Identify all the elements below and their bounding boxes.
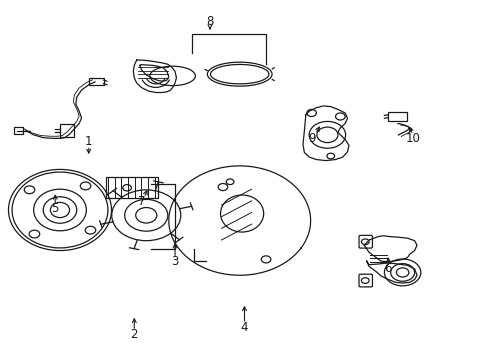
Text: 1: 1 (85, 135, 92, 148)
Text: 7: 7 (138, 195, 145, 208)
Text: 10: 10 (405, 132, 420, 145)
Text: 2: 2 (130, 328, 138, 341)
Text: 8: 8 (206, 15, 213, 28)
Text: 3: 3 (171, 255, 178, 268)
Text: 4: 4 (240, 321, 248, 334)
Text: 6: 6 (384, 262, 391, 275)
Text: 9: 9 (307, 132, 315, 145)
Text: 5: 5 (51, 202, 59, 215)
